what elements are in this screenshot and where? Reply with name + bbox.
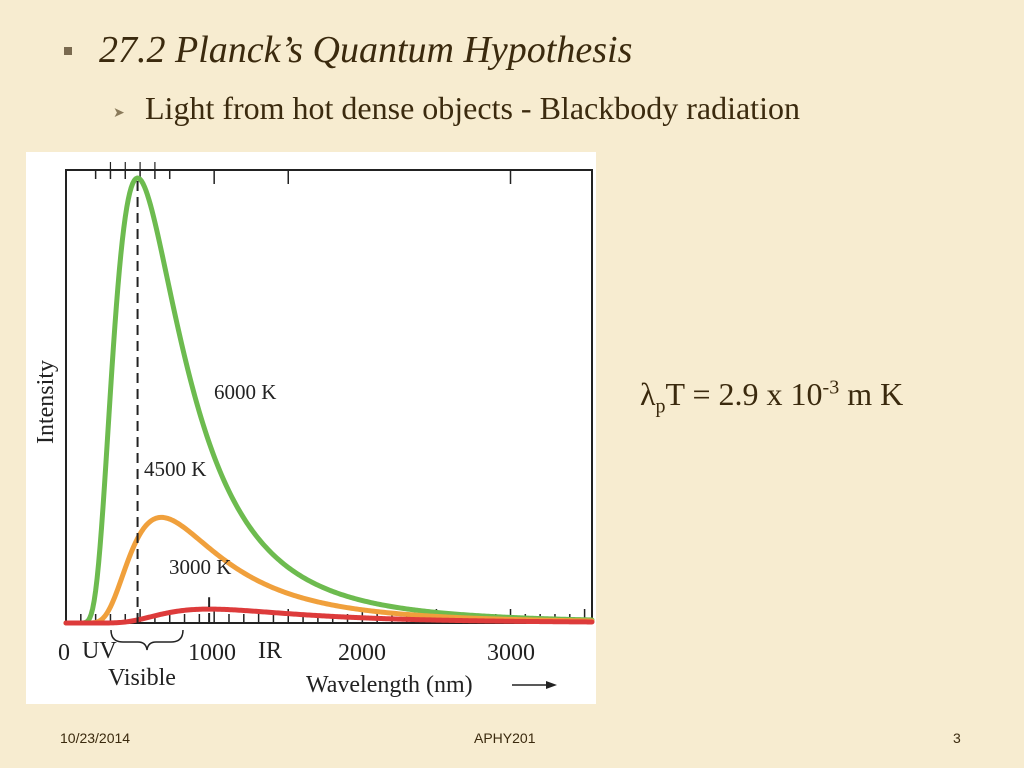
- lambda-symbol: λ: [640, 376, 656, 412]
- plot-frame: [65, 169, 593, 624]
- equation-exponent: -3: [822, 376, 840, 399]
- curve-4500k: [63, 514, 595, 626]
- footer-date: 10/23/2014: [60, 730, 131, 746]
- x-axis-arrow: [512, 681, 557, 689]
- x-tick-label-2000: 2000: [338, 640, 386, 666]
- series-label-4500k: 4500 K: [144, 457, 206, 481]
- footer-course: APHY201: [474, 730, 536, 746]
- y-axis-label: Intensity: [33, 360, 59, 444]
- equation-body: T = 2.9 x 10: [665, 376, 823, 412]
- series-label-6000k: 6000 K: [214, 380, 276, 404]
- series-label-3000k: 3000 K: [169, 555, 231, 579]
- visible-bracket: [110, 629, 184, 651]
- region-label-uv: UV: [82, 638, 117, 664]
- x-tick-label-1000: 1000: [188, 640, 236, 666]
- region-label-visible: Visible: [108, 665, 176, 691]
- square-bullet-icon: [64, 47, 72, 55]
- x-axis-label: Wavelength (nm): [306, 672, 473, 698]
- arrow-bullet-icon: ➤: [113, 105, 125, 121]
- curve-3000k: [63, 606, 595, 626]
- slide-title: 27.2 Planck’s Quantum Hypothesis: [99, 29, 633, 71]
- wien-law-equation: λpT = 2.9 x 10-3 m K: [640, 376, 903, 418]
- x-tick-label-0: 0: [58, 640, 70, 666]
- curve-6000k: [63, 175, 595, 626]
- blackbody-chart: Intensity 6000 K 4500 K 3000 K 0 UV 1000…: [26, 152, 596, 704]
- chart-svg: Intensity 6000 K 4500 K 3000 K 0 UV 1000…: [33, 162, 595, 698]
- labels-group: Intensity 6000 K 4500 K 3000 K 0 UV 1000…: [33, 360, 557, 698]
- footer-page-number: 3: [953, 730, 961, 746]
- curves-group: [63, 175, 595, 626]
- x-tick-label-3000: 3000: [487, 640, 535, 666]
- region-label-ir: IR: [258, 638, 282, 664]
- equation-unit: m K: [839, 376, 904, 412]
- equation-subscript: p: [655, 395, 666, 418]
- peak-markers: [136, 178, 211, 623]
- slide-subtitle: Light from hot dense objects - Blackbody…: [145, 90, 800, 126]
